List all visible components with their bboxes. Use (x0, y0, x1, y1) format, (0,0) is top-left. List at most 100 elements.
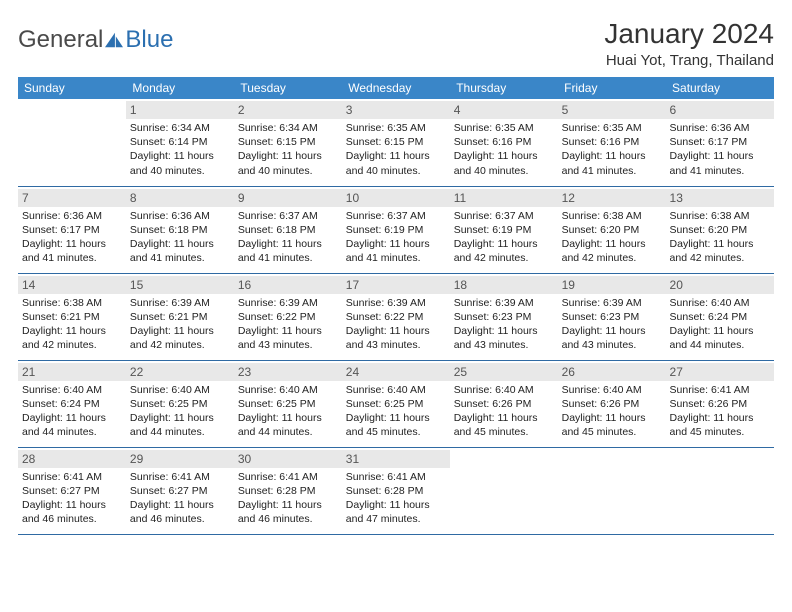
sunrise-text: Sunrise: 6:39 AM (130, 296, 230, 310)
day-number: 5 (558, 101, 666, 119)
day-number: 17 (342, 276, 450, 294)
logo-sail-icon (103, 31, 125, 49)
day-number: 16 (234, 276, 342, 294)
daylight-text: Daylight: 11 hours and 44 minutes. (670, 324, 770, 352)
daylight-text: Daylight: 11 hours and 43 minutes. (562, 324, 662, 352)
daylight-text: Daylight: 11 hours and 43 minutes. (454, 324, 554, 352)
calendar-cell: 14Sunrise: 6:38 AMSunset: 6:21 PMDayligh… (18, 273, 126, 360)
calendar-cell: 16 Sunrise: 6:39 AMSunset: 6:22 PMDayligh… (234, 273, 342, 360)
sunrise-text: Sunrise: 6:35 AM (346, 121, 446, 135)
daylight-text: Daylight: 11 hours and 45 minutes. (346, 411, 446, 439)
daylight-text: Daylight: 11 hours and 43 minutes. (238, 324, 338, 352)
daylight-text: Daylight: 11 hours and 40 minutes. (238, 149, 338, 177)
sunset-text: Sunset: 6:26 PM (670, 397, 770, 411)
daylight-text: Daylight: 11 hours and 41 minutes. (670, 149, 770, 177)
title-block: January 2024 Huai Yot, Trang, Thailand (604, 18, 774, 69)
calendar-cell: 29Sunrise: 6:41 AMSunset: 6:27 PMDayligh… (126, 447, 234, 534)
sunset-text: Sunset: 6:19 PM (454, 223, 554, 237)
calendar-cell: 20Sunrise: 6:40 AMSunset: 6:24 PMDayligh… (666, 273, 774, 360)
day-number: 28 (18, 450, 126, 468)
calendar-cell: 9Sunrise: 6:37 AMSunset: 6:18 PMDaylight… (234, 186, 342, 273)
weekday-header: Wednesday (342, 77, 450, 99)
daylight-text: Daylight: 11 hours and 42 minutes. (670, 237, 770, 265)
sunrise-text: Sunrise: 6:35 AM (454, 121, 554, 135)
sunset-text: Sunset: 6:21 PM (130, 310, 230, 324)
calendar-cell: 19Sunrise: 6:39 AMSunset: 6:23 PMDayligh… (558, 273, 666, 360)
sunset-text: Sunset: 6:28 PM (238, 484, 338, 498)
calendar-cell: 24Sunrise: 6:40 AMSunset: 6:25 PMDayligh… (342, 360, 450, 447)
day-number: 7 (18, 189, 126, 207)
daylight-text: Daylight: 11 hours and 42 minutes. (130, 324, 230, 352)
day-number: 15 (126, 276, 234, 294)
sunset-text: Sunset: 6:25 PM (130, 397, 230, 411)
day-number: 11 (450, 189, 558, 207)
weekday-header: Thursday (450, 77, 558, 99)
calendar-body: 1Sunrise: 6:34 AMSunset: 6:14 PMDaylight… (18, 99, 774, 534)
sunrise-text: Sunrise: 6:39 AM (238, 296, 338, 310)
day-number: 1 (126, 101, 234, 119)
sunrise-text: Sunrise: 6:40 AM (238, 383, 338, 397)
sunrise-text: Sunrise: 6:36 AM (130, 209, 230, 223)
day-number: 3 (342, 101, 450, 119)
sunset-text: Sunset: 6:20 PM (562, 223, 662, 237)
sunset-text: Sunset: 6:14 PM (130, 135, 230, 149)
sunset-text: Sunset: 6:25 PM (238, 397, 338, 411)
sunrise-text: Sunrise: 6:41 AM (346, 470, 446, 484)
calendar-cell: 27 Sunrise: 6:41 AMSunset: 6:26 PMDayligh… (666, 360, 774, 447)
calendar-week-row: 21Sunrise: 6:40 AMSunset: 6:24 PMDayligh… (18, 360, 774, 447)
calendar-cell (666, 447, 774, 534)
daylight-text: Daylight: 11 hours and 46 minutes. (22, 498, 122, 526)
sunset-text: Sunset: 6:17 PM (22, 223, 122, 237)
weekday-header: Tuesday (234, 77, 342, 99)
daylight-text: Daylight: 11 hours and 42 minutes. (562, 237, 662, 265)
location-text: Huai Yot, Trang, Thailand (604, 52, 774, 69)
month-title: January 2024 (604, 18, 774, 50)
sunset-text: Sunset: 6:23 PM (454, 310, 554, 324)
calendar-cell: 17Sunrise: 6:39 AMSunset: 6:22 PMDayligh… (342, 273, 450, 360)
sunset-text: Sunset: 6:22 PM (238, 310, 338, 324)
day-number: 19 (558, 276, 666, 294)
daylight-text: Daylight: 11 hours and 46 minutes. (130, 498, 230, 526)
calendar-cell: 25Sunrise: 6:40 AMSunset: 6:26 PMDayligh… (450, 360, 558, 447)
day-number: 27 (666, 363, 774, 381)
calendar-cell: 31Sunrise: 6:41 AMSunset: 6:28 PMDayligh… (342, 447, 450, 534)
sunrise-text: Sunrise: 6:38 AM (22, 296, 122, 310)
sunset-text: Sunset: 6:21 PM (22, 310, 122, 324)
sunrise-text: Sunrise: 6:41 AM (238, 470, 338, 484)
day-number: 26 (558, 363, 666, 381)
day-number: 30 (234, 450, 342, 468)
calendar-cell (18, 99, 126, 186)
sunset-text: Sunset: 6:17 PM (670, 135, 770, 149)
logo-text-general: General (18, 26, 103, 54)
sunrise-text: Sunrise: 6:38 AM (562, 209, 662, 223)
sunrise-text: Sunrise: 6:40 AM (22, 383, 122, 397)
sunset-text: Sunset: 6:22 PM (346, 310, 446, 324)
sunset-text: Sunset: 6:27 PM (22, 484, 122, 498)
logo-text-blue: Blue (125, 26, 173, 54)
calendar-cell: 21Sunrise: 6:40 AMSunset: 6:24 PMDayligh… (18, 360, 126, 447)
calendar-cell: 12Sunrise: 6:38 AMSunset: 6:20 PMDayligh… (558, 186, 666, 273)
sunrise-text: Sunrise: 6:39 AM (346, 296, 446, 310)
calendar-cell: 5Sunrise: 6:35 AMSunset: 6:16 PMDaylight… (558, 99, 666, 186)
sunset-text: Sunset: 6:23 PM (562, 310, 662, 324)
sunrise-text: Sunrise: 6:35 AM (562, 121, 662, 135)
daylight-text: Daylight: 11 hours and 45 minutes. (562, 411, 662, 439)
day-number: 9 (234, 189, 342, 207)
calendar-week-row: 28Sunrise: 6:41 AMSunset: 6:27 PMDayligh… (18, 447, 774, 534)
sunset-text: Sunset: 6:28 PM (346, 484, 446, 498)
calendar-cell: 2Sunrise: 6:34 AMSunset: 6:15 PMDaylight… (234, 99, 342, 186)
day-number: 8 (126, 189, 234, 207)
daylight-text: Daylight: 11 hours and 45 minutes. (670, 411, 770, 439)
calendar-cell (558, 447, 666, 534)
weekday-header: Sunday (18, 77, 126, 99)
day-number: 6 (666, 101, 774, 119)
day-number: 22 (126, 363, 234, 381)
sunset-text: Sunset: 6:15 PM (346, 135, 446, 149)
logo: General Blue (18, 18, 173, 54)
sunset-text: Sunset: 6:25 PM (346, 397, 446, 411)
sunset-text: Sunset: 6:18 PM (238, 223, 338, 237)
sunset-text: Sunset: 6:20 PM (670, 223, 770, 237)
calendar-week-row: 7 Sunrise: 6:36 AM Sunset: 6:17 PM Daylight… (18, 186, 774, 273)
sunrise-text: Sunrise: 6:41 AM (670, 383, 770, 397)
sunrise-text: Sunrise: 6:40 AM (130, 383, 230, 397)
